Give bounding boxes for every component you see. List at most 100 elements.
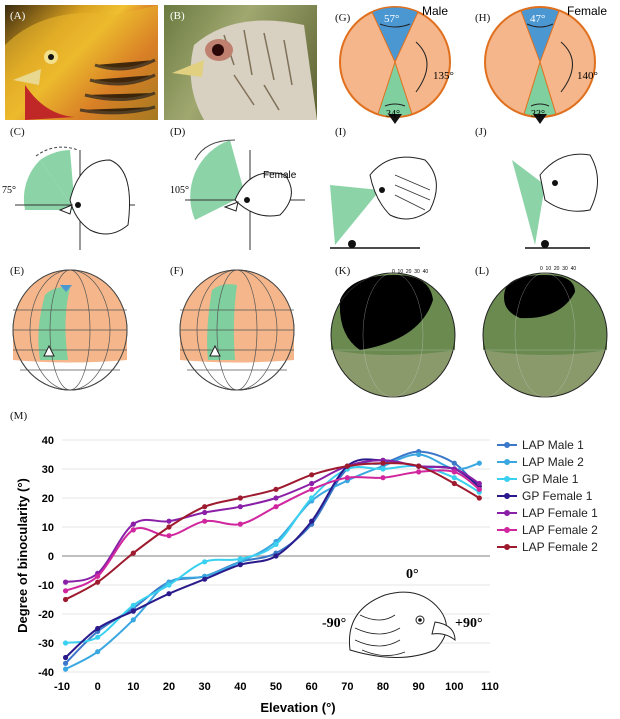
y-tick-label: -40 <box>38 667 54 679</box>
legend-marker <box>504 510 510 516</box>
panel-label-h: (H) <box>475 12 491 24</box>
data-point <box>309 480 315 487</box>
x-tick-label: 90 <box>413 681 425 693</box>
x-tick-label: 100 <box>445 681 463 693</box>
chart-legend: LAP Male 1 LAP Male 2 GP Male 1 GP Female 1… <box>497 438 598 554</box>
panel-label-e: (E) <box>10 265 25 277</box>
data-point <box>62 640 69 646</box>
data-point <box>95 625 101 632</box>
legend-marker <box>504 493 510 499</box>
data-point <box>237 521 243 527</box>
visual-field-male <box>339 6 451 124</box>
data-point <box>273 495 279 501</box>
panel-label-d: (D) <box>170 126 186 138</box>
data-point <box>380 466 386 472</box>
data-point <box>344 475 350 481</box>
inset-right-label: +90° <box>455 616 483 631</box>
data-point <box>166 582 172 588</box>
male-bottom-angle: 34° <box>386 109 400 120</box>
data-point <box>95 573 101 579</box>
data-point <box>273 553 279 559</box>
head-diagram-c <box>15 146 135 250</box>
female-pheasant-photo <box>164 5 317 120</box>
data-point <box>166 591 172 597</box>
k-scale: 0 10 20 30 40 <box>392 269 429 275</box>
legend-marker <box>504 442 510 448</box>
x-tick-label: 20 <box>163 681 175 693</box>
data-point <box>273 486 279 492</box>
x-tick-label: 10 <box>127 681 139 693</box>
x-tick-label: 110 <box>481 681 499 693</box>
data-point <box>62 588 69 594</box>
globe-e <box>12 269 128 391</box>
panel-label-k: (K) <box>335 265 351 277</box>
series-line <box>65 459 480 584</box>
data-point <box>476 480 482 487</box>
globe-diagrams <box>12 269 608 398</box>
legend-label: LAP Female 2 <box>522 540 598 554</box>
y-tick-label: 30 <box>42 464 54 476</box>
panel-label-c: (C) <box>10 126 25 138</box>
data-point <box>166 518 172 524</box>
data-point <box>62 666 69 672</box>
chart-series <box>62 449 482 672</box>
data-point <box>95 634 101 640</box>
golden-pheasant-male-photo <box>5 5 158 120</box>
data-point <box>166 524 172 530</box>
male-top-angle: 57° <box>384 13 400 25</box>
legend-label: LAP Female 1 <box>522 506 598 520</box>
data-point <box>451 460 457 466</box>
data-point <box>273 541 279 548</box>
legend-label: GP Male 1 <box>522 472 579 486</box>
data-point <box>95 579 101 585</box>
globe-f <box>179 269 295 391</box>
female-label: Female <box>567 4 608 18</box>
visual-field-female <box>484 6 596 124</box>
x-axis-label: Elevation (°) <box>260 700 336 715</box>
data-point <box>476 460 482 466</box>
x-tick-label: -10 <box>54 681 70 693</box>
data-point <box>237 562 243 568</box>
legend-label: LAP Male 1 <box>522 438 584 452</box>
y-tick-label: 40 <box>42 435 54 447</box>
data-point <box>95 649 101 655</box>
data-point <box>380 475 386 481</box>
legend-label: GP Female 1 <box>522 489 593 503</box>
data-point <box>62 579 69 585</box>
x-tick-label: 80 <box>377 681 389 693</box>
data-point <box>451 469 457 475</box>
panel-label-m: (M) <box>10 410 28 422</box>
x-tick-label: 0 <box>95 681 101 693</box>
data-point <box>202 518 208 524</box>
male-side-angle: 135° <box>433 70 454 82</box>
d-angle-label: 105° <box>170 185 189 196</box>
chart-ticks: -40 -30 -20 -10 0 10 20 30 40 -10 0 10 20 30 40 50 60 70 8… <box>38 435 499 693</box>
pheasant-head-sketch <box>5 5 158 120</box>
y-axis-label: Degree of binocularity (°) <box>15 478 30 633</box>
data-point <box>130 521 136 527</box>
data-point <box>416 451 422 458</box>
data-point <box>451 480 457 487</box>
data-point <box>309 518 315 524</box>
legend-marker <box>504 527 510 533</box>
c-angle-label: 75° <box>2 185 16 196</box>
data-point <box>130 602 136 608</box>
inset-bird-head <box>348 591 456 658</box>
data-point <box>130 550 136 556</box>
panel-label-g: (G) <box>335 12 351 24</box>
data-point <box>451 475 457 481</box>
data-point <box>130 608 136 614</box>
legend-marker <box>504 544 510 550</box>
x-tick-label: 50 <box>270 681 282 693</box>
female-bottom-angle: 33° <box>531 109 545 120</box>
female-side-angle: 140° <box>577 70 598 82</box>
data-point <box>309 495 315 501</box>
x-tick-label: 70 <box>341 681 353 693</box>
legend-label: LAP Male 2 <box>522 455 584 469</box>
y-tick-label: 20 <box>42 493 54 505</box>
data-point <box>237 556 243 562</box>
l-scale: 0 10 20 30 40 <box>540 266 577 272</box>
x-tick-label: 40 <box>234 681 246 693</box>
data-point <box>380 460 386 466</box>
